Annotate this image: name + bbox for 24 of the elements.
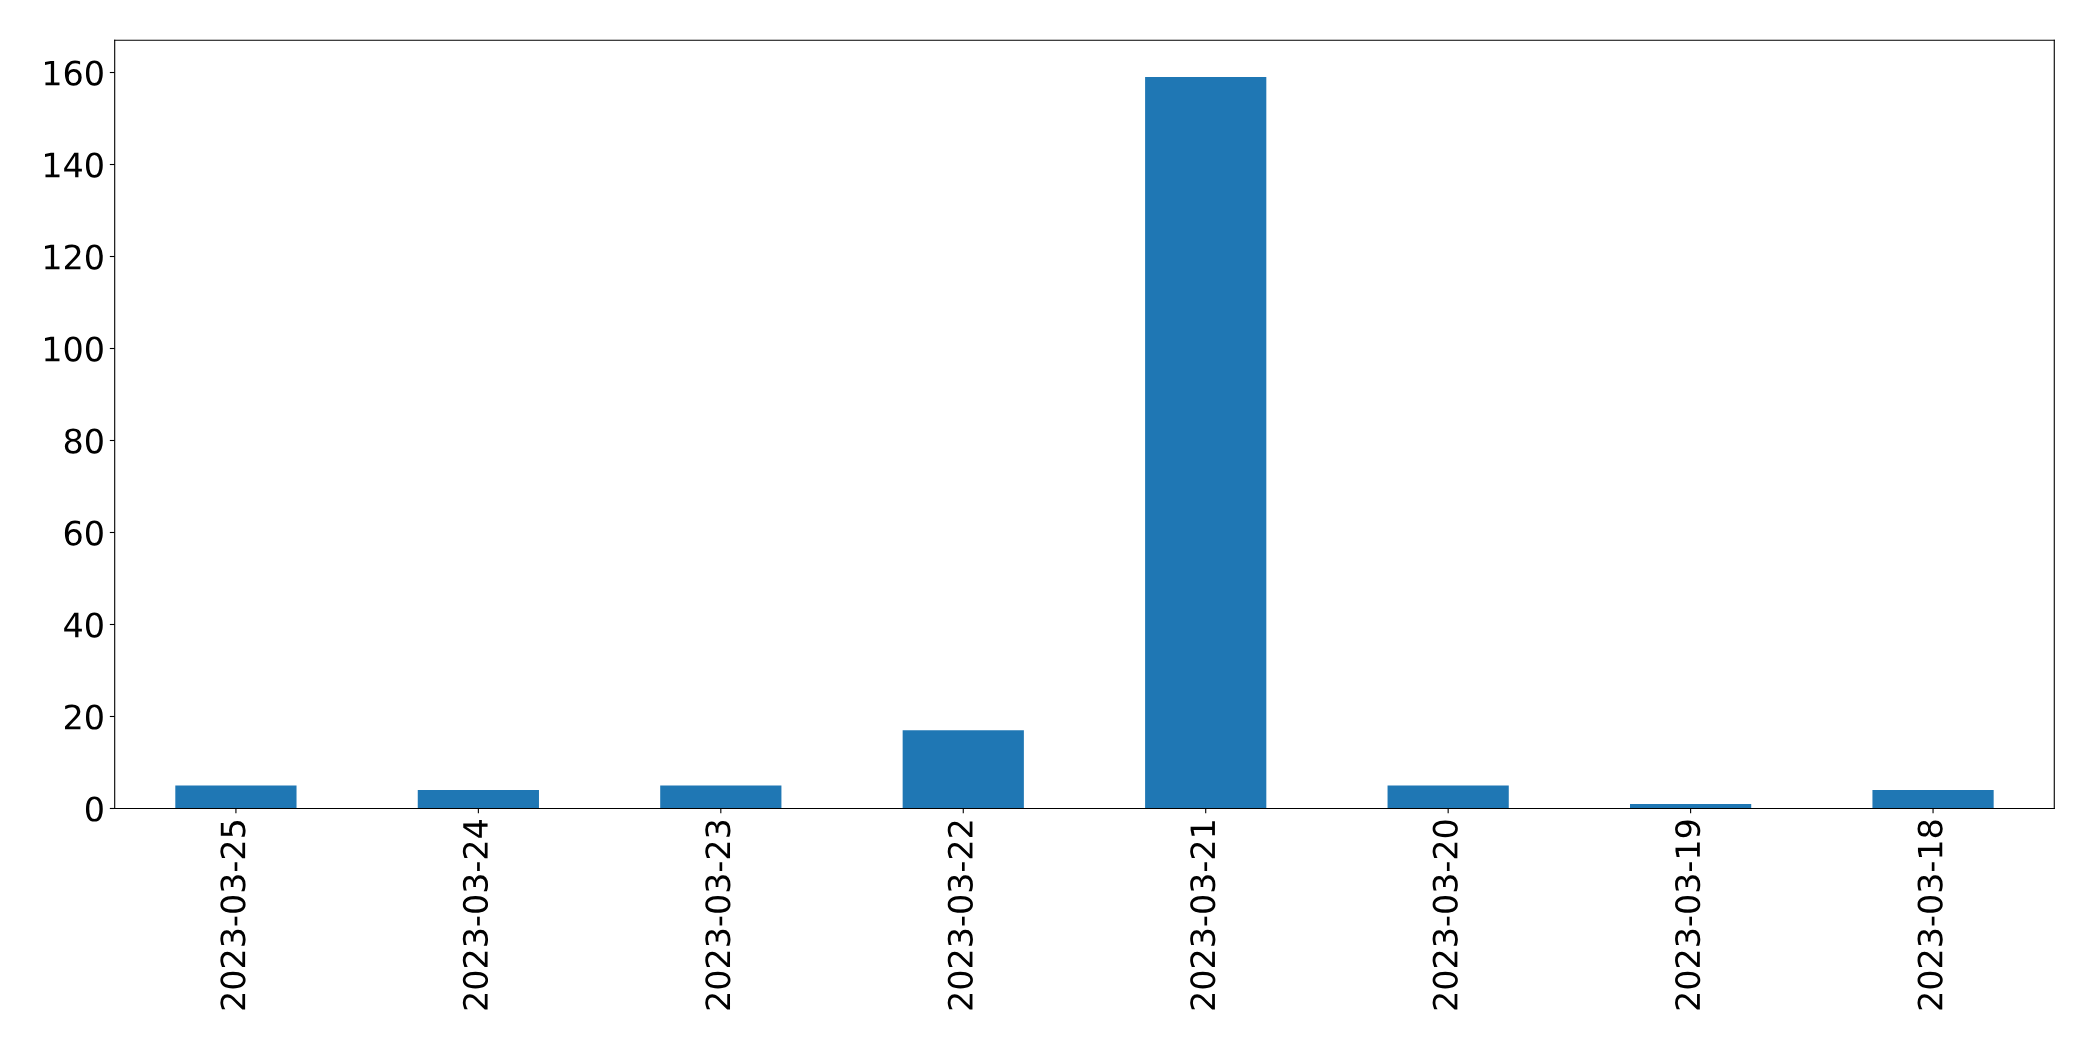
x-tick-label: 2023-03-19 [1675,820,1701,1010]
x-tick-label: 2023-03-24 [462,820,489,1010]
x-tick-label: 2023-03-25 [220,821,246,1010]
x-tick-label: 2023-03-21 [1190,821,1216,1010]
bar [1145,77,1267,809]
y-tick-label: 0 [85,796,103,822]
x-tick-label: 2023-03-23 [705,820,731,1010]
x-tick-label: 2023-03-20 [1432,820,1458,1010]
bar [175,785,297,809]
bar [1387,785,1509,809]
bar [902,730,1024,809]
y-tick-label: 40 [64,612,103,638]
y-tick-label: 20 [65,704,103,730]
y-tick-label: 60 [64,520,103,546]
y-tick-label: 100 [45,336,103,362]
bar [417,790,539,809]
x-tick-label: 2023-03-18 [1917,820,1943,1010]
y-tick-label: 140 [45,152,103,178]
bar [1872,790,1994,809]
y-tick-label: 80 [64,428,103,454]
y-tick-label: 120 [45,244,103,270]
x-tick-label: 2023-03-22 [947,821,973,1010]
bar [660,785,782,809]
y-tick-label: 160 [45,60,103,86]
